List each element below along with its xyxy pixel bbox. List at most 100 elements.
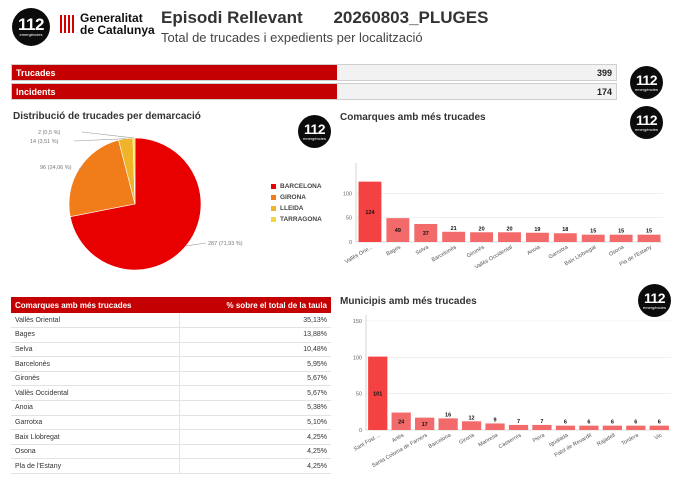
table-header-comarca: Comarques amb més trucades <box>11 297 180 313</box>
table-cell-pct: 4,25% <box>179 444 331 460</box>
logo-number: 112 <box>635 71 658 88</box>
pie-leader-line <box>81 131 134 139</box>
table-row: Baix Llobregat 4,25% <box>11 429 331 445</box>
x-tick-label: Sant Fost ... <box>353 432 382 452</box>
legend-label: GIRONA <box>280 194 306 201</box>
table-cell-comarca: Vallès Occidental <box>11 385 180 402</box>
legend-label: LLEIDA <box>280 205 304 212</box>
table-header-row: Comarques amb més trucades % sobre el to… <box>11 297 331 313</box>
bar-value-label: 37 <box>423 231 429 237</box>
pie-slice-label: 96 (24,06 %) <box>40 165 72 171</box>
pie-slice-label: 2 (0,5 %) <box>38 130 60 136</box>
gencat-line1: Generalitat <box>80 11 143 25</box>
pie-legend: BARCELONA GIRONA LLEIDA TARRAGONA <box>271 183 322 227</box>
bar-value-label: 17 <box>422 422 428 428</box>
kpi-label: Incidents <box>12 84 337 99</box>
page-title: Episodi Rellevant 20260803_PLUGES <box>161 8 488 28</box>
gencat-line2: de Catalunya <box>80 23 155 37</box>
logo-number: 112 <box>635 111 658 128</box>
table-row: Gironès 5,67% <box>11 371 331 387</box>
logo-number: 112 <box>18 15 44 34</box>
kpi-trucades: Trucades 399 <box>11 64 617 81</box>
bar <box>626 425 646 430</box>
table-row: Barcelonès 5,95% <box>11 356 331 372</box>
bar <box>368 356 388 430</box>
x-tick-label: Tordera <box>621 432 641 447</box>
table-cell-pct: 5,38% <box>179 400 331 416</box>
municipis-chart-title: Municipis amb més trucades <box>340 296 477 307</box>
bar-value-label: 16 <box>445 412 451 418</box>
y-tick-label: 150 <box>353 319 362 325</box>
bar <box>391 412 411 430</box>
bar-value-label: 7 <box>517 419 520 425</box>
bar-value-label: 15 <box>646 229 652 235</box>
pie-leader-line <box>73 138 126 142</box>
bar <box>508 424 529 430</box>
logo-112-municipis: 112 emergències <box>638 284 671 317</box>
y-tick-label: 0 <box>349 240 352 246</box>
bar <box>415 417 435 430</box>
comarques-bar-chart: 0 50 100 124 Vallès Orie... 49 Bages 37 Selva 21 B… <box>343 163 663 271</box>
table-cell-pct: 5,67% <box>179 371 331 387</box>
x-tick-label: Artés <box>391 432 405 444</box>
bar <box>414 223 438 242</box>
table-cell-pct: 4,25% <box>179 429 331 445</box>
pie-chart: 287 (71,93 %) 96 (24,06 %) 14 (3,51 %) 2 (0… <box>30 130 243 271</box>
logo-caption: emergències <box>635 126 658 132</box>
bar <box>438 418 458 430</box>
logo-112-pie: 112 emergències <box>298 115 331 148</box>
x-tick-label: Selva <box>415 244 431 257</box>
kpi-value: 399 <box>596 68 612 78</box>
y-tick-label: 0 <box>359 428 362 434</box>
bar <box>637 234 661 242</box>
bar-value-label: 6 <box>587 420 590 426</box>
table-row: Bages 13,88% <box>11 327 331 343</box>
bar-value-label: 6 <box>634 420 637 426</box>
table-cell-comarca: Gironès <box>11 371 180 387</box>
bar <box>553 233 577 242</box>
table-cell-pct: 10,48% <box>179 342 331 358</box>
y-tick-label: 100 <box>343 191 352 197</box>
bar <box>555 425 576 430</box>
table-cell-pct: 4,25% <box>179 458 331 475</box>
gencat-flag-icon <box>60 15 74 33</box>
table-row: Selva 10,48% <box>11 342 331 358</box>
pie-title: Distribució de trucades per demarcació <box>13 111 201 122</box>
bar-value-label: 6 <box>658 420 661 426</box>
episode-code: 20260803_PLUGES <box>333 8 489 27</box>
table-row: Garrotxa 5,10% <box>11 415 331 431</box>
kpi-value: 174 <box>596 87 612 97</box>
bar <box>498 232 521 242</box>
bar <box>442 231 466 242</box>
logo-112-kpi: 112 emergències <box>630 66 663 99</box>
legend-label: TARRAGONA <box>280 216 322 223</box>
legend-swatch <box>271 206 276 211</box>
bar-value-label: 12 <box>469 415 475 421</box>
bar-value-label: 15 <box>590 229 596 235</box>
table-header-pct: % sobre el total de la taula <box>179 297 331 313</box>
table-cell-comarca: Baix Llobregat <box>11 429 180 445</box>
bar-value-label: 18 <box>562 227 568 233</box>
bar-value-label: 20 <box>479 226 485 232</box>
legend-swatch <box>271 184 276 189</box>
logo-caption: emergències <box>635 86 658 92</box>
table-cell-comarca: Osona <box>11 444 180 460</box>
bar-value-label: 24 <box>398 419 405 425</box>
y-tick-label: 50 <box>346 216 352 222</box>
bar <box>358 181 382 242</box>
bar <box>470 232 494 242</box>
comarques-table: Comarques amb més trucades % sobre el to… <box>11 297 331 475</box>
bar-value-label: 124 <box>365 210 375 216</box>
x-tick-label: Casserres <box>498 432 523 450</box>
pie-leader-line <box>185 242 207 247</box>
legend-swatch <box>271 217 276 222</box>
table-cell-comarca: Selva <box>11 342 180 358</box>
x-tick-label: Rajadell <box>596 433 616 448</box>
y-tick-label: 50 <box>356 392 362 398</box>
table-cell-pct: 5,67% <box>179 385 331 402</box>
bar-value-label: 15 <box>618 229 624 235</box>
pie-slice-label: 287 (71,93 %) <box>208 241 243 247</box>
pie-slice <box>69 137 202 271</box>
logo-112-comarques: 112 emergències <box>630 106 663 139</box>
